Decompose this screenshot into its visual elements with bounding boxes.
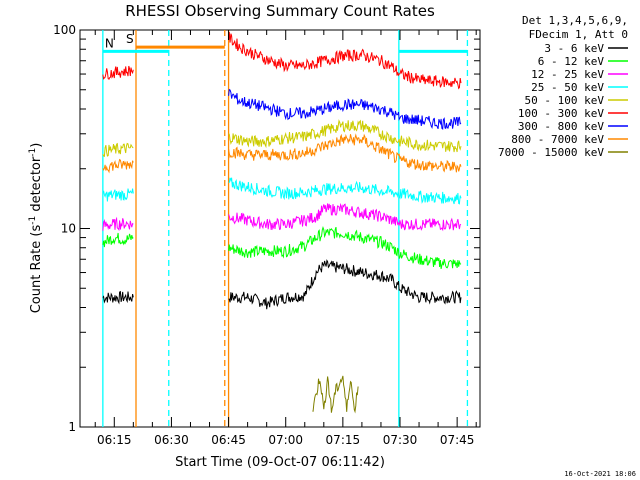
series-line	[228, 177, 462, 205]
series-line	[228, 32, 462, 90]
y-tick-label: 1	[68, 420, 76, 434]
legend-entry-label: 12 - 25 keV	[531, 68, 604, 81]
chart-title: RHESSI Observing Summary Count Rates	[125, 2, 435, 20]
generated-timestamp: 16-Oct-2021 18:06	[564, 470, 636, 478]
x-tick-label: 06:45	[211, 433, 246, 447]
legend-entry-label: 100 - 300 keV	[518, 107, 604, 120]
series-group	[102, 32, 462, 414]
legend-entry-label: 25 - 50 keV	[531, 81, 604, 94]
legend-header-line2: FDecim 1, Att 0	[529, 28, 628, 41]
status-bar-label: N	[105, 36, 114, 50]
attenuator-bars: SN	[102, 32, 468, 53]
y-tick-label: 10	[61, 222, 76, 236]
series-line	[228, 133, 462, 173]
series-line	[102, 142, 134, 158]
legend: Det 1,3,4,5,6,9, FDecim 1, Att 0 3 - 6 k…	[498, 14, 628, 159]
status-bar-label: S	[126, 32, 134, 46]
y-axis-label: Count Rate (s-1 detector-1)	[28, 143, 44, 314]
legend-header-line1: Det 1,3,4,5,6,9,	[522, 14, 628, 27]
series-line	[312, 375, 359, 414]
series-line	[228, 226, 462, 270]
series-line	[228, 259, 462, 310]
series-line	[102, 216, 134, 232]
x-tick-label: 06:15	[97, 433, 132, 447]
time-markers	[102, 30, 469, 427]
series-line	[102, 290, 134, 305]
x-tick-label: 07:00	[268, 433, 303, 447]
x-tick-label: 07:15	[326, 433, 361, 447]
y-axis-label-part: Count Rate (s	[29, 225, 44, 314]
legend-entry-label: 800 - 7000 keV	[511, 133, 604, 146]
series-line	[102, 65, 134, 80]
y-axis-ticks: 100 10 1	[53, 23, 480, 434]
x-axis-ticks: 06:15 06:30 06:45 07:00 07:15 07:30 07:45	[94, 30, 477, 447]
series-line	[102, 188, 134, 202]
series-line	[102, 232, 134, 248]
legend-entry-label: 3 - 6 keV	[544, 42, 604, 55]
y-axis-label-sup: -1	[28, 148, 38, 157]
series-line	[228, 88, 462, 130]
legend-entry-label: 50 - 100 keV	[525, 94, 605, 107]
y-tick-label: 100	[53, 23, 76, 37]
x-tick-label: 06:30	[154, 433, 189, 447]
legend-entry-label: 7000 - 15000 keV	[498, 146, 604, 159]
series-line	[228, 119, 462, 153]
legend-entry-label: 6 - 12 keV	[538, 55, 605, 68]
legend-entry-label: 300 - 800 keV	[518, 120, 604, 133]
series-line	[102, 158, 134, 174]
y-axis-label-sup: -1	[28, 216, 38, 225]
y-axis-label-part: detector	[29, 156, 44, 216]
x-axis-label: Start Time (09-Oct-07 06:11:42)	[175, 455, 385, 470]
series-line	[228, 202, 462, 232]
x-tick-label: 07:45	[440, 433, 475, 447]
x-tick-label: 07:30	[383, 433, 418, 447]
y-axis-label-part: )	[29, 143, 44, 148]
